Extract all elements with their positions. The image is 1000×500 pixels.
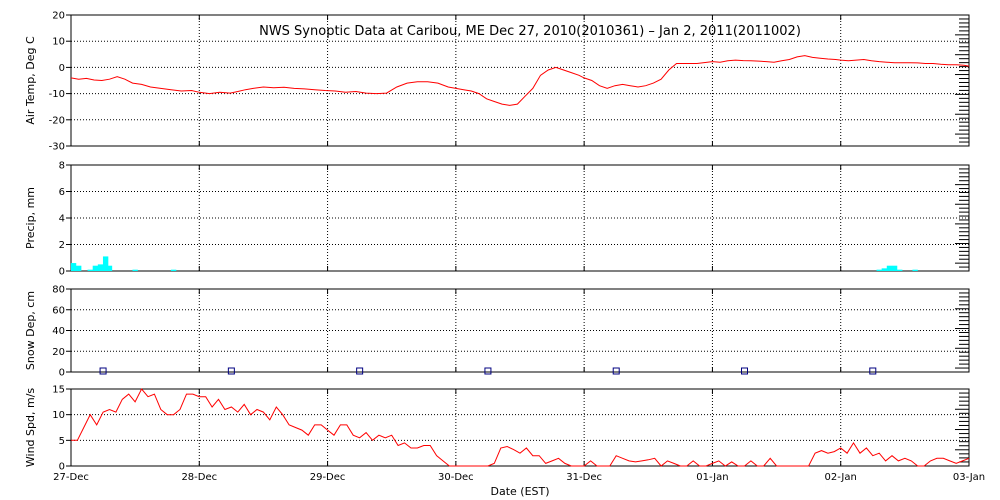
y-tick-label: 5 bbox=[59, 436, 65, 447]
y-tick-label: 0 bbox=[59, 63, 65, 74]
y-tick-label: 40 bbox=[52, 326, 65, 337]
x-tick-label: 03-Jan bbox=[953, 472, 985, 483]
x-tick-label: 27-Dec bbox=[53, 472, 89, 483]
precip-bar bbox=[876, 269, 882, 271]
snow-depth-marker bbox=[741, 367, 748, 375]
y-tick-label: 8 bbox=[59, 161, 65, 172]
precip-bar bbox=[76, 265, 82, 271]
snow-depth-marker bbox=[484, 367, 492, 375]
x-tick-label: 29-Dec bbox=[310, 472, 346, 483]
panel-snow-depth: 0 20 40 60 80 Snow Dep, cm bbox=[24, 285, 970, 379]
precip-bar bbox=[886, 265, 893, 271]
precip-bar bbox=[106, 265, 113, 271]
y-tick-label: -10 bbox=[49, 89, 65, 100]
y-axis-label: Snow Dep, cm bbox=[24, 291, 37, 370]
precip-bar bbox=[97, 264, 104, 271]
precip-bar bbox=[912, 269, 918, 271]
y-tick-label: 80 bbox=[52, 285, 65, 296]
y-axis-label: Air Temp, Deg C bbox=[24, 36, 37, 125]
panel-frame bbox=[70, 388, 970, 467]
y-axis-label: Wind Spd, m/s bbox=[24, 388, 37, 468]
x-tick-labels: 27-Dec 28-Dec 29-Dec 30-Dec 31-Dec 01-Jan 02-J… bbox=[53, 472, 985, 483]
y-tick-label: 0 bbox=[59, 462, 65, 473]
right-minor-ticks bbox=[955, 288, 969, 373]
y-tick-label: 20 bbox=[52, 347, 65, 358]
panel-frame bbox=[70, 288, 970, 373]
x-tick-label: 28-Dec bbox=[181, 472, 217, 483]
panel-wind-speed: 0 5 10 15 Wind Spd, m/s bbox=[24, 385, 970, 473]
precip-bar bbox=[92, 265, 99, 271]
precip-bar bbox=[70, 263, 77, 271]
x-tick-label: 01-Jan bbox=[696, 472, 728, 483]
x-axis-label: Date (EST) bbox=[490, 485, 549, 498]
y-axis-label: Precip, mm bbox=[24, 187, 37, 249]
y-tick-label: 2 bbox=[59, 240, 65, 251]
precip-bar bbox=[170, 269, 177, 271]
panel-precip: 0 2 4 6 8 Precip, mm bbox=[24, 161, 970, 278]
y-tick-label: 0 bbox=[59, 267, 65, 278]
panels-group: -30 -20 -10 0 10 20 Air Temp, Deg C 0 2 4 6 8 Precip… bbox=[24, 11, 970, 473]
y-tick-label: 20 bbox=[52, 11, 65, 22]
y-tick-label: 4 bbox=[59, 214, 65, 225]
snow-depth-marker bbox=[869, 367, 877, 375]
precip-bar bbox=[87, 269, 93, 271]
y-tick-label: -30 bbox=[49, 142, 65, 153]
panel-air-temp: -30 -20 -10 0 10 20 Air Temp, Deg C bbox=[24, 11, 970, 153]
right-minor-ticks bbox=[955, 388, 969, 467]
wind-speed-line bbox=[71, 388, 970, 467]
precip-bar bbox=[881, 268, 888, 271]
right-minor-ticks bbox=[955, 14, 969, 147]
snow-depth-marker bbox=[612, 367, 620, 375]
x-tick-label: 02-Jan bbox=[825, 472, 857, 483]
chart-title: NWS Synoptic Data at Caribou, ME Dec 27,… bbox=[259, 24, 801, 39]
precip-bar bbox=[102, 256, 109, 271]
snow-depth-marker bbox=[356, 367, 364, 375]
y-tick-label: 60 bbox=[52, 305, 65, 316]
air-temp-line bbox=[70, 55, 970, 106]
precip-bar bbox=[132, 269, 138, 271]
y-tick-label: 10 bbox=[52, 410, 65, 421]
y-tick-label: 0 bbox=[59, 368, 65, 379]
y-tick-label: 15 bbox=[52, 385, 65, 396]
y-tick-label: 6 bbox=[59, 187, 65, 198]
precip-bar bbox=[897, 269, 903, 271]
snow-depth-marker bbox=[99, 367, 107, 375]
y-tick-label: -20 bbox=[49, 115, 65, 126]
x-tick-label: 31-Dec bbox=[566, 472, 602, 483]
precip-bar bbox=[891, 265, 898, 271]
x-tick-label: 30-Dec bbox=[438, 472, 474, 483]
snow-depth-marker bbox=[227, 367, 235, 375]
panel-frame bbox=[70, 164, 970, 272]
right-minor-ticks bbox=[955, 164, 969, 272]
y-tick-label: 10 bbox=[52, 37, 65, 48]
panel-frame bbox=[70, 14, 970, 147]
